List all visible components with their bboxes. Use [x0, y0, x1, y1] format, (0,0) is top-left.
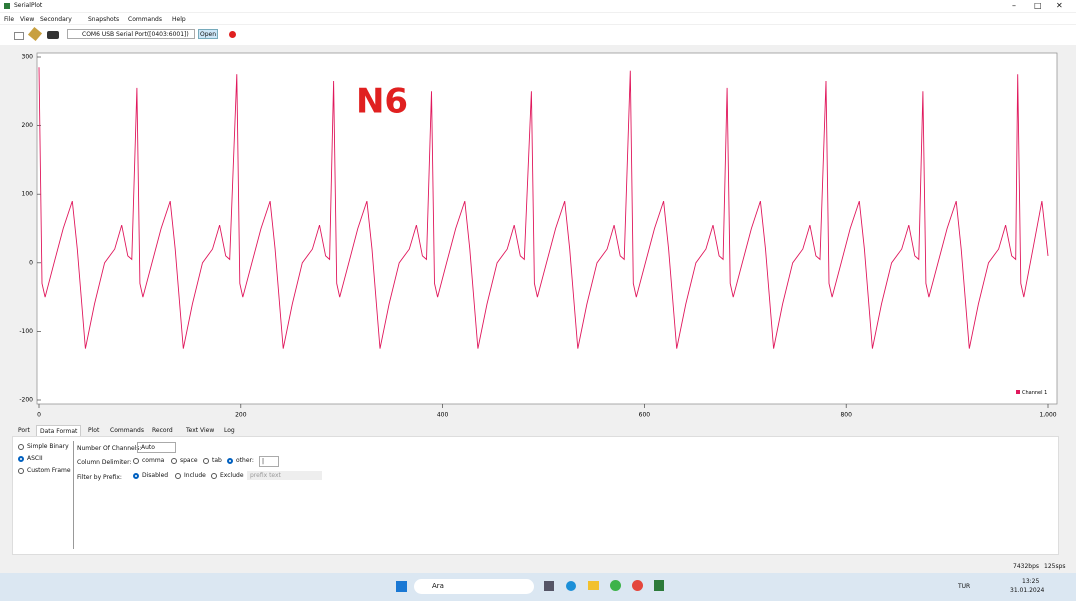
delimiter-option[interactable]: other:: [227, 457, 254, 464]
option-label: Include: [184, 472, 206, 479]
option-label: tab: [212, 457, 222, 464]
menu-item[interactable]: Secondary: [40, 16, 72, 23]
y-tick-label: 0: [29, 259, 33, 266]
tab[interactable]: Record: [152, 427, 173, 434]
start-button[interactable]: [396, 581, 407, 592]
option-label: Simple Binary: [27, 443, 69, 450]
taskbar-app[interactable]: [544, 581, 554, 591]
tab[interactable]: Port: [18, 427, 30, 434]
option-label: Custom Frame: [27, 467, 71, 474]
menu-item[interactable]: Commands: [128, 16, 162, 23]
tab[interactable]: Log: [224, 427, 235, 434]
clock-date: 31.01.2024: [1010, 587, 1045, 594]
taskbar-app[interactable]: [588, 581, 599, 590]
taskbar: Ara TUR 13:25 31.01.2024: [0, 573, 1076, 601]
filter-option[interactable]: Exclude: [211, 472, 244, 479]
window-title: SerialPlot: [14, 2, 43, 9]
title-bar: SerialPlot – □ ✕: [0, 0, 1076, 12]
annotation: N6: [356, 82, 408, 122]
label: Column Delimiter:: [77, 459, 132, 466]
y-tick-label: -200: [19, 397, 33, 404]
series-line: [38, 67, 1049, 349]
menu-item[interactable]: View: [20, 16, 35, 23]
clear-button[interactable]: [27, 26, 43, 42]
y-tick-label: -100: [19, 328, 33, 335]
channels-spinbox[interactable]: Auto: [137, 442, 176, 453]
legend-label: Channel 1: [1022, 390, 1047, 396]
minimize[interactable]: –: [1012, 1, 1016, 10]
filter-option[interactable]: Include: [175, 472, 206, 479]
label: Filter by Prefix:: [77, 474, 122, 481]
menu-item[interactable]: File: [4, 16, 15, 23]
tab[interactable]: Commands: [110, 427, 144, 434]
snapshot-button[interactable]: [47, 31, 59, 39]
option-label: Exclude: [220, 472, 244, 479]
y-tick-label: 300: [22, 54, 34, 61]
search-box[interactable]: Ara: [414, 579, 534, 594]
x-tick-label: 600: [639, 412, 651, 419]
delimiter-option[interactable]: comma: [133, 457, 164, 464]
option-label: Disabled: [142, 472, 169, 479]
format-option[interactable]: Simple Binary: [18, 443, 69, 450]
taskbar-app[interactable]: [566, 581, 576, 591]
x-tick-label: 200: [235, 412, 247, 419]
app-icon: [4, 3, 10, 9]
option-label: space: [180, 457, 198, 464]
toolbar: COM6 USB Serial Port([0403:6001]) Open: [0, 25, 1076, 45]
status-bps: 7432bps: [1013, 563, 1040, 570]
x-tick-label: 800: [840, 412, 852, 419]
y-tick-label: 100: [22, 191, 34, 198]
menu-item[interactable]: Snapshots: [88, 16, 120, 23]
option-label: ASCII: [27, 455, 43, 462]
plot-area: [36, 52, 1058, 405]
legend-swatch: [1016, 390, 1020, 394]
close[interactable]: ✕: [1056, 1, 1063, 10]
filter-option[interactable]: Disabled: [133, 472, 168, 479]
record-button[interactable]: [229, 31, 236, 38]
menu-bar: File View Secondary Snapshots Commands H…: [0, 13, 1076, 24]
port-select[interactable]: COM6 USB Serial Port([0403:6001]): [67, 29, 195, 39]
option-label: other:: [236, 457, 254, 464]
settings-panel: Simple Binary ASCII Custom Frame Number …: [12, 436, 1059, 555]
taskbar-app[interactable]: [654, 580, 664, 591]
taskbar-app[interactable]: [632, 580, 643, 591]
tab-active[interactable]: Data Format: [36, 425, 82, 437]
x-tick-label: 0: [37, 412, 41, 419]
label: Number Of Channels:: [77, 445, 142, 452]
divider: [73, 441, 74, 549]
clock-time: 13:25: [1022, 578, 1040, 585]
status-sps: 125sps: [1044, 563, 1066, 570]
open-button[interactable]: Open: [198, 29, 218, 39]
delimiter-option[interactable]: tab: [203, 457, 222, 464]
delimiter-input[interactable]: |: [259, 456, 279, 467]
format-option[interactable]: Custom Frame: [18, 467, 71, 474]
y-tick-label: 200: [22, 122, 34, 129]
tab[interactable]: Plot: [88, 427, 100, 434]
format-option[interactable]: ASCII: [18, 455, 43, 462]
pause-button[interactable]: [14, 32, 24, 40]
delimiter-option[interactable]: space: [171, 457, 198, 464]
language: TUR: [958, 583, 971, 590]
tab[interactable]: Text View: [186, 427, 215, 434]
menu-item[interactable]: Help: [172, 16, 186, 23]
prefix-input[interactable]: prefix text: [247, 471, 322, 480]
x-tick-label: 400: [437, 412, 449, 419]
option-label: comma: [142, 457, 165, 464]
plot: N6 Channel 1 -200 -100 0 100 200 300 0 200 400 60…: [19, 52, 1058, 419]
taskbar-app[interactable]: [610, 580, 621, 591]
maximize[interactable]: □: [1034, 1, 1042, 10]
x-tick-label: 1,000: [1039, 412, 1056, 419]
